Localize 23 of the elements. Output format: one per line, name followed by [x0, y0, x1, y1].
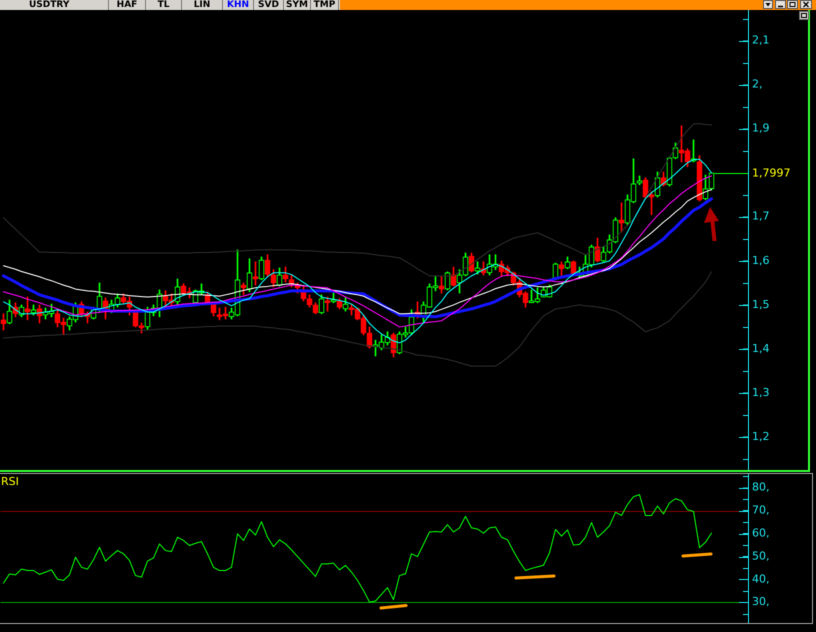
chart-title: RSI: [1, 475, 19, 488]
y-tick-label: 1,4: [752, 342, 770, 355]
candlestick: [618, 202, 624, 232]
y-tick-label: 1,2: [752, 430, 770, 443]
ref-line-label: 1,7997: [752, 166, 790, 180]
y-tick-label: 1,3: [752, 386, 770, 399]
y-tick-label: 1,9: [752, 122, 770, 135]
y-tick-label: 80,: [752, 480, 770, 494]
candlestick: [252, 261, 258, 286]
y-tick-label: 1,6: [752, 254, 770, 267]
toolbar: USDTRY HAF TL LIN KHN SVD SYM TMP: [0, 0, 340, 10]
chart-title: USDTRY: [14, 0, 109, 10]
candlestick: [24, 296, 30, 320]
y-tick-label: 40,: [752, 572, 770, 586]
y-tick-label: 1,5: [752, 298, 770, 311]
y-tick-label: 30,: [752, 595, 770, 608]
y-tick-label: 70,: [752, 504, 770, 517]
y-tick-label: 50,: [752, 549, 770, 562]
y-tick-label: 60,: [752, 526, 770, 540]
candlestick: [438, 276, 444, 294]
y-tick-label: 1,7: [752, 210, 770, 223]
y-tick-label: 2,1: [752, 34, 770, 47]
y-tick-label: 2,: [752, 78, 762, 91]
